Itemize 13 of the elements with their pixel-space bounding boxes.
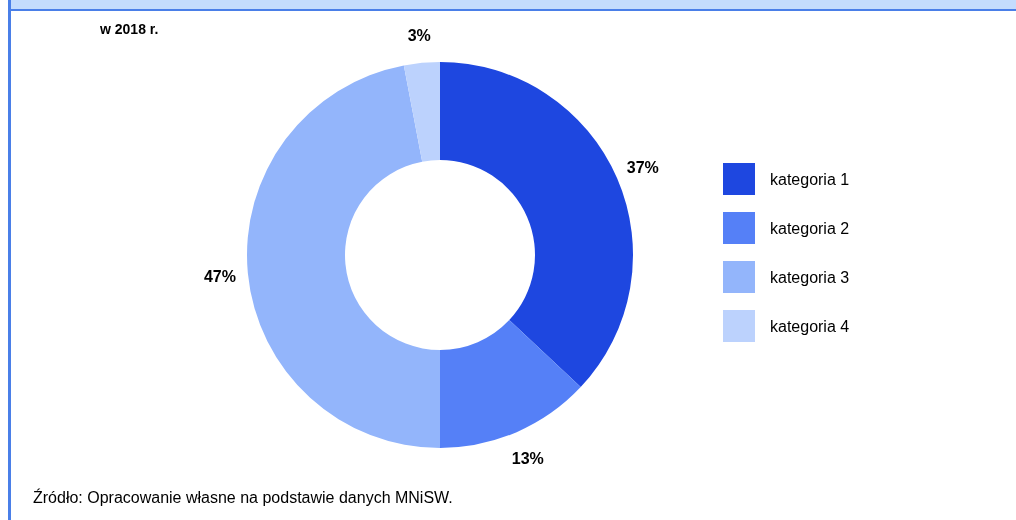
data-label: 3% bbox=[407, 26, 431, 44]
text: Źródło: Opracowanie własne na podstawie danych MNiSW. bbox=[33, 488, 453, 506]
legend-label: kategoria 1 bbox=[770, 171, 850, 188]
chart-title: w 2018 r. bbox=[99, 21, 159, 37]
donut-slice bbox=[403, 62, 440, 162]
legend-label: kategoria 4 bbox=[770, 318, 850, 335]
donut-slice bbox=[440, 320, 581, 448]
data-label: 47% bbox=[203, 267, 236, 285]
data-label: 13% bbox=[511, 449, 544, 467]
legend-label: kategoria 2 bbox=[770, 220, 850, 237]
donut-slice bbox=[247, 65, 440, 448]
data-label: 37% bbox=[626, 159, 659, 177]
legend-label: kategoria 3 bbox=[770, 269, 850, 286]
